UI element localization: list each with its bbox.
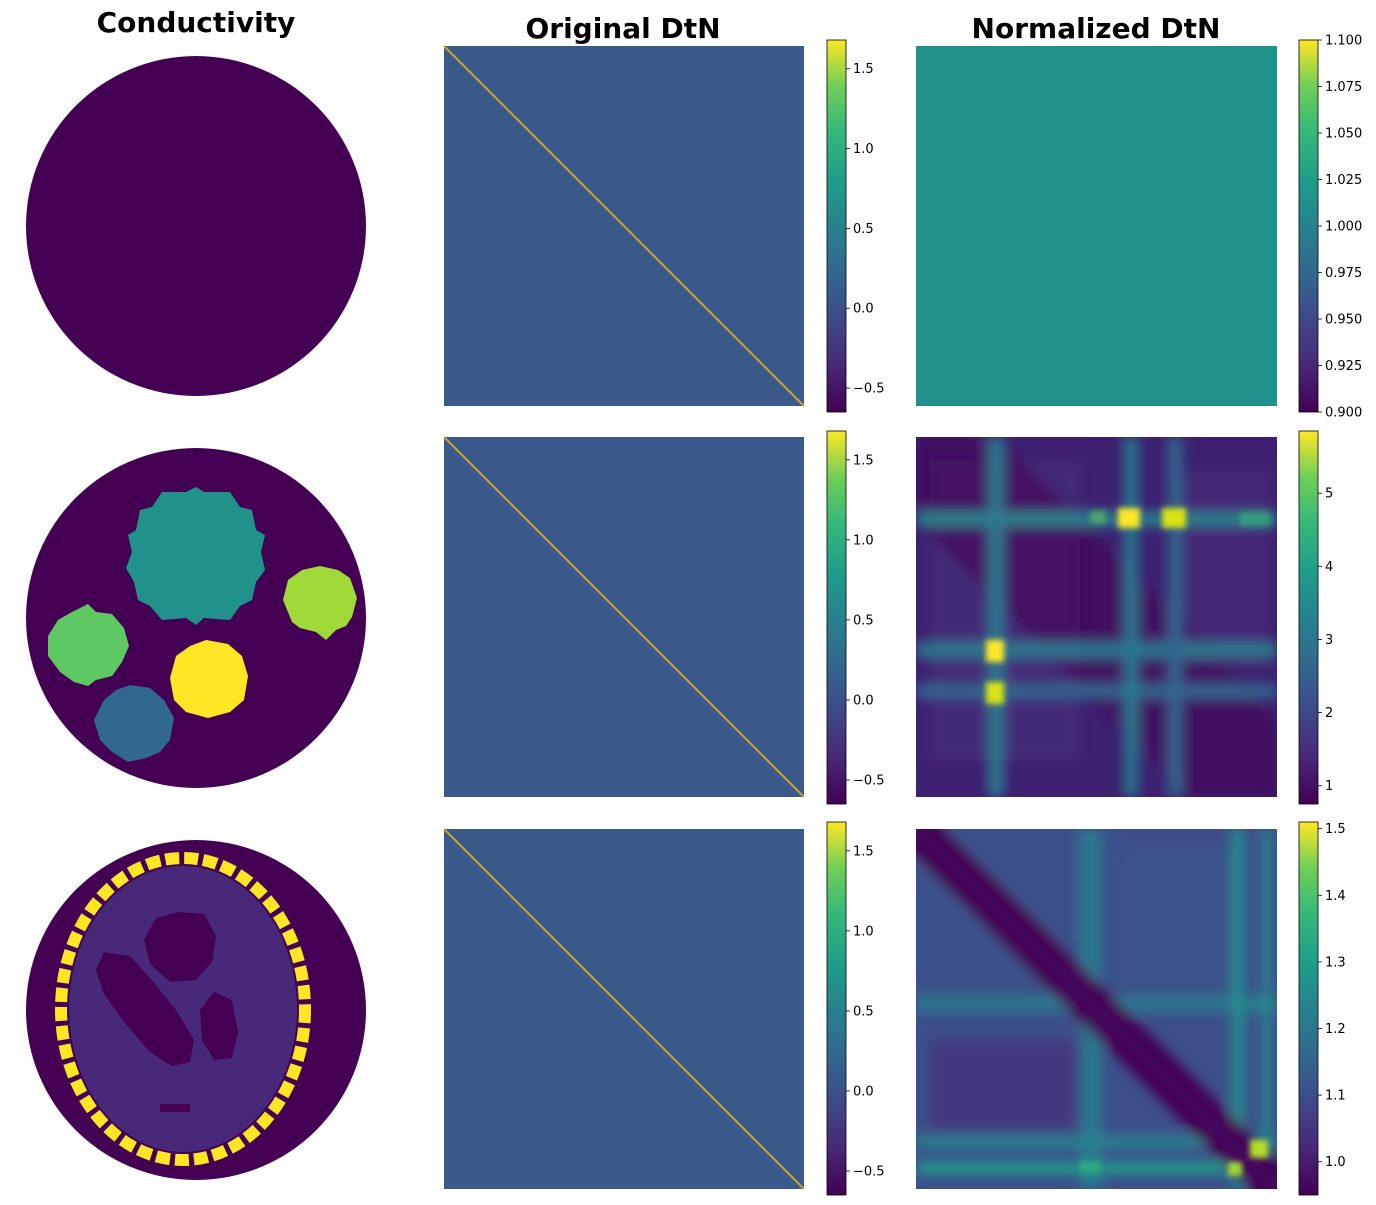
colorbar-tick-label: 0.0 xyxy=(853,1084,874,1099)
colorbar-tick-label: 0.0 xyxy=(853,693,874,708)
original-dtn-heatmap-row3 xyxy=(443,828,805,1190)
colorbar-tick-label: 0.5 xyxy=(853,222,874,237)
inclusion-right xyxy=(283,566,357,640)
colorbar-tick-label: 0.5 xyxy=(853,613,874,628)
colorbar-tick-label: 1.050 xyxy=(1325,127,1362,142)
inclusion-left xyxy=(48,604,129,686)
colorbar-normalized-row2: 1 2 3 4 5 xyxy=(1298,430,1333,805)
dtn-diagonal-row3 xyxy=(443,828,805,1190)
colorbar-original-row2: −0.5 0.0 0.5 1.0 1.5 xyxy=(826,430,885,805)
colorbar-tick-label: −0.5 xyxy=(853,382,885,397)
colorbar-tick-label: 3 xyxy=(1325,633,1333,648)
inclusion-blob-top xyxy=(144,912,216,982)
colorbar-tick-label: 1.5 xyxy=(853,62,874,77)
column-title-original-dtn: Original DtN xyxy=(525,12,720,45)
colorbar-tick-label: −0.5 xyxy=(853,773,885,788)
conductivity-disk-row2 xyxy=(26,448,366,788)
colorbar-tick-label: 1.4 xyxy=(1325,889,1346,904)
column-title-normalized-dtn: Normalized DtN xyxy=(972,12,1221,45)
colorbar-normalized-row1: 0.900 0.925 0.950 0.975 1.000 1.025 1.050 1.075… xyxy=(1298,34,1362,421)
colorbar-tick-label: 1.5 xyxy=(853,453,874,468)
colorbar-tick-label: 1.2 xyxy=(1325,1022,1346,1037)
dtn-diagonal-row1 xyxy=(443,45,805,407)
colorbar-tick-label: 2 xyxy=(1325,706,1333,721)
colorbar-tick-label: 0.950 xyxy=(1325,313,1362,328)
colorbar-tick-label: 0.0 xyxy=(853,302,874,317)
colorbar-tick-label: −0.5 xyxy=(853,1164,885,1179)
colorbar-tick-label: 1.000 xyxy=(1325,220,1362,235)
inclusion-blob-small xyxy=(160,1104,190,1112)
colorbar-tick-label: 1.025 xyxy=(1325,173,1362,188)
inclusion-interior xyxy=(69,866,297,1152)
conductivity-disk-row1 xyxy=(26,56,366,396)
inclusion-blob-left xyxy=(96,952,194,1066)
colorbar-tick-label: 1 xyxy=(1325,779,1333,794)
colorbar-original-row1: −0.5 0.0 0.5 1.0 1.5 xyxy=(826,39,885,413)
colorbar-tick-label: 0.975 xyxy=(1325,266,1362,281)
colorbar-tick-label: 0.925 xyxy=(1325,359,1362,374)
colorbar-tick-label: 0.900 xyxy=(1325,406,1362,421)
colorbar-tick-label: 1.0 xyxy=(853,142,874,157)
normalized-dtn-heatmap-row1 xyxy=(916,46,1277,406)
colorbar-original-row3: −0.5 0.0 0.5 1.0 1.5 xyxy=(826,821,885,1196)
normalized-dtn-heatmap-row3 xyxy=(916,829,1277,1189)
colorbar-tick-label: 1.0 xyxy=(1325,1155,1346,1170)
original-dtn-heatmap-row1 xyxy=(443,45,805,407)
colorbar-tick-label: 1.5 xyxy=(1325,822,1346,837)
colorbar-tick-label: 4 xyxy=(1325,560,1333,575)
inclusion-ring xyxy=(55,852,311,1166)
colorbar-tick-label: 1.3 xyxy=(1325,955,1346,970)
colorbar-tick-label: 1.0 xyxy=(853,533,874,548)
colorbar-tick-label: 1.100 xyxy=(1325,34,1362,49)
inclusion-bottom-left xyxy=(94,685,174,762)
inclusion-center xyxy=(170,640,248,718)
conductivity-disk-row3 xyxy=(26,840,366,1180)
dtn-diagonal-row2 xyxy=(443,436,805,798)
inclusion-blob-right xyxy=(200,992,238,1060)
original-dtn-heatmap-row2 xyxy=(443,436,805,798)
colorbar-tick-label: 1.5 xyxy=(853,844,874,859)
inclusion-large-top xyxy=(126,487,265,625)
column-title-conductivity: Conductivity xyxy=(97,6,296,39)
normalized-dtn-heatmap-row2 xyxy=(916,437,1277,797)
colorbar-tick-label: 1.0 xyxy=(853,924,874,939)
colorbar-tick-label: 1.075 xyxy=(1325,80,1362,95)
normalized-fill-row1 xyxy=(916,46,1277,406)
colorbar-tick-label: 0.5 xyxy=(853,1004,874,1019)
colorbar-normalized-row3: 1.0 1.1 1.2 1.3 1.4 1.5 xyxy=(1298,821,1346,1196)
colorbar-tick-label: 1.1 xyxy=(1325,1089,1346,1104)
colorbar-tick-label: 5 xyxy=(1325,487,1333,502)
